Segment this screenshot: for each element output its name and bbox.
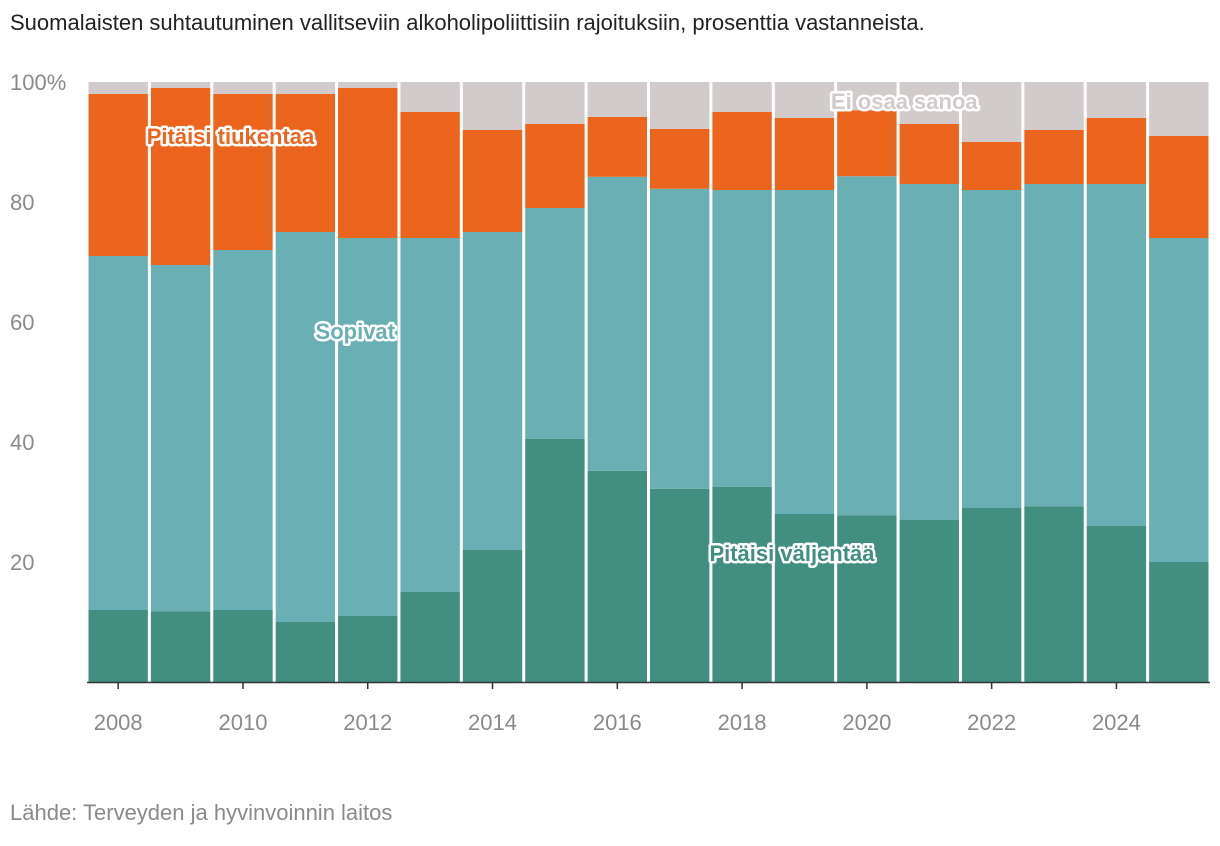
bar-pitaisi-tiukentaa-2022 bbox=[961, 142, 1022, 190]
bar-ei-osaa-sanoa-2025 bbox=[1149, 82, 1209, 136]
x-tick-label-2014: 2014 bbox=[468, 710, 517, 735]
bar-pitaisi-tiukentaa-2010 bbox=[213, 94, 273, 250]
x-tick-label-2012: 2012 bbox=[343, 710, 392, 735]
bar-pitaisi-tiukentaa-2014 bbox=[462, 130, 523, 232]
bar-ei-osaa-sanoa-2019 bbox=[774, 82, 835, 118]
bar-sopivat-2014 bbox=[462, 232, 523, 550]
bar-ei-osaa-sanoa-2022 bbox=[961, 82, 1022, 142]
bar-sopivat-2009 bbox=[150, 265, 211, 612]
series-label-pitaisi-valjentaa: Pitäisi väljentää bbox=[709, 541, 875, 566]
y-tick-label-80: 80 bbox=[10, 190, 34, 215]
bar-ei-osaa-sanoa-2023 bbox=[1024, 82, 1084, 130]
bar-pitaisi-tiukentaa-2017 bbox=[650, 128, 710, 189]
bars-layer bbox=[88, 82, 1209, 682]
bar-pitaisi-tiukentaa-2020 bbox=[837, 110, 897, 177]
bar-ei-osaa-sanoa-2013 bbox=[400, 82, 460, 112]
bar-sopivat-2013 bbox=[400, 238, 460, 592]
bar-pitaisi-valjentaa-2023 bbox=[1024, 506, 1084, 682]
bar-ei-osaa-sanoa-2017 bbox=[650, 82, 710, 129]
bar-sopivat-2012 bbox=[338, 238, 398, 616]
bar-sopivat-2022 bbox=[961, 190, 1022, 508]
bar-sopivat-2019 bbox=[774, 190, 835, 514]
x-tick-label-2008: 2008 bbox=[94, 710, 143, 735]
bar-pitaisi-tiukentaa-2012 bbox=[338, 88, 398, 238]
bar-pitaisi-valjentaa-2009 bbox=[150, 611, 211, 682]
bar-sopivat-2023 bbox=[1024, 184, 1084, 507]
bar-pitaisi-tiukentaa-2019 bbox=[774, 118, 835, 190]
y-tick-label-100: 100% bbox=[10, 70, 66, 95]
bar-pitaisi-tiukentaa-2021 bbox=[899, 124, 959, 184]
bar-sopivat-2010 bbox=[213, 250, 273, 610]
bar-pitaisi-valjentaa-2019 bbox=[774, 514, 835, 682]
bar-ei-osaa-sanoa-2011 bbox=[275, 82, 336, 94]
bar-pitaisi-valjentaa-2012 bbox=[338, 616, 398, 682]
bar-pitaisi-valjentaa-2020 bbox=[837, 515, 897, 682]
bar-pitaisi-tiukentaa-2013 bbox=[400, 112, 460, 238]
bar-pitaisi-valjentaa-2014 bbox=[462, 550, 523, 682]
chart-title: Suomalaisten suhtautuminen vallitseviin … bbox=[10, 10, 925, 35]
bar-pitaisi-tiukentaa-2015 bbox=[525, 124, 585, 208]
bar-sopivat-2018 bbox=[712, 190, 772, 487]
series-label-sopivat: Sopivat bbox=[316, 319, 396, 344]
x-tick-label-2020: 2020 bbox=[842, 710, 891, 735]
bar-ei-osaa-sanoa-2008 bbox=[88, 82, 148, 94]
bar-pitaisi-valjentaa-2024 bbox=[1086, 526, 1147, 682]
bar-pitaisi-valjentaa-2025 bbox=[1149, 562, 1209, 682]
bar-pitaisi-valjentaa-2022 bbox=[961, 508, 1022, 682]
bar-sopivat-2017 bbox=[650, 188, 710, 489]
bar-pitaisi-tiukentaa-2011 bbox=[275, 94, 336, 232]
source-note: Lähde: Terveyden ja hyvinvoinnin laitos bbox=[10, 800, 393, 825]
y-tick-label-40: 40 bbox=[10, 430, 34, 455]
bar-sopivat-2025 bbox=[1149, 238, 1209, 562]
bar-sopivat-2020 bbox=[837, 176, 897, 516]
x-tick-label-2024: 2024 bbox=[1092, 710, 1141, 735]
x-tick-label-2010: 2010 bbox=[218, 710, 267, 735]
bar-ei-osaa-sanoa-2010 bbox=[213, 82, 273, 94]
bar-ei-osaa-sanoa-2012 bbox=[338, 82, 398, 88]
bar-ei-osaa-sanoa-2024 bbox=[1086, 82, 1147, 118]
x-tick-label-2016: 2016 bbox=[593, 710, 642, 735]
series-label-ei-osaa-sanoa: Ei osaa sanoa bbox=[831, 89, 979, 114]
bar-sopivat-2021 bbox=[899, 184, 959, 520]
bar-ei-osaa-sanoa-2018 bbox=[712, 82, 772, 112]
bar-pitaisi-tiukentaa-2025 bbox=[1149, 136, 1209, 238]
bar-ei-osaa-sanoa-2016 bbox=[587, 82, 647, 117]
bar-ei-osaa-sanoa-2021 bbox=[899, 82, 959, 124]
y-tick-label-60: 60 bbox=[10, 310, 34, 335]
bar-pitaisi-valjentaa-2021 bbox=[899, 520, 959, 682]
bar-pitaisi-tiukentaa-2018 bbox=[712, 112, 772, 190]
bar-pitaisi-valjentaa-2016 bbox=[587, 470, 647, 682]
bar-pitaisi-valjentaa-2011 bbox=[275, 622, 336, 682]
bar-sopivat-2016 bbox=[587, 176, 647, 471]
series-label-pitaisi-tiukentaa: Pitäisi tiukentaa bbox=[147, 124, 315, 149]
bar-pitaisi-valjentaa-2015 bbox=[525, 439, 585, 682]
series-labels-layer: Pitäisi tiukentaa Sopivat Pitäisi väljentä… bbox=[144, 87, 981, 569]
bar-pitaisi-tiukentaa-2008 bbox=[88, 94, 148, 256]
bar-pitaisi-valjentaa-2017 bbox=[650, 488, 710, 682]
axes-layer: 20 40 60 80 100% 2008 2010 2012 2014 2016 2018 2020… bbox=[10, 70, 1210, 735]
bar-pitaisi-valjentaa-2013 bbox=[400, 592, 460, 682]
bar-ei-osaa-sanoa-2015 bbox=[525, 82, 585, 124]
bar-pitaisi-valjentaa-2010 bbox=[213, 610, 273, 682]
bar-pitaisi-tiukentaa-2023 bbox=[1024, 130, 1084, 184]
y-tick-label-20: 20 bbox=[10, 550, 34, 575]
bar-sopivat-2011 bbox=[275, 232, 336, 622]
bar-sopivat-2024 bbox=[1086, 184, 1147, 526]
bar-pitaisi-tiukentaa-2024 bbox=[1086, 118, 1147, 184]
bar-ei-osaa-sanoa-2009 bbox=[150, 82, 211, 88]
bar-pitaisi-valjentaa-2018 bbox=[712, 487, 772, 682]
x-tick-label-2018: 2018 bbox=[718, 710, 767, 735]
bar-pitaisi-valjentaa-2008 bbox=[88, 610, 148, 682]
bar-ei-osaa-sanoa-2014 bbox=[462, 82, 523, 130]
x-tick-label-2022: 2022 bbox=[967, 710, 1016, 735]
bar-pitaisi-tiukentaa-2016 bbox=[587, 116, 647, 177]
bar-pitaisi-tiukentaa-2009 bbox=[150, 88, 211, 265]
bar-sopivat-2008 bbox=[88, 256, 148, 610]
bar-ei-osaa-sanoa-2020 bbox=[837, 82, 897, 111]
bar-sopivat-2015 bbox=[525, 208, 585, 439]
